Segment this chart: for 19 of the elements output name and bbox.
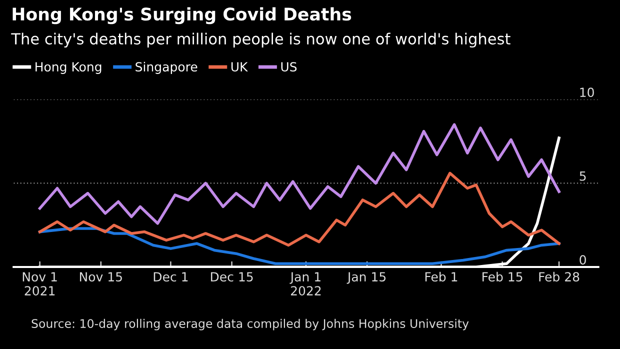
x-tick-label: Jan 15 [346,272,386,284]
legend-label: Hong Kong [36,62,102,74]
x-tick-label: Feb 1 [425,272,458,282]
y-tick-label: 0 [580,255,586,265]
source-note: Source: 10-day rolling average data compiled by Johns Hopkins University [32,318,469,330]
legend-label: US [281,62,297,72]
chart-subtitle: The city's deaths per million people is now one of world's highest [11,32,510,48]
y-tick-label: 5 [580,172,586,181]
x-tick-label: Nov 15 [80,272,122,282]
legend-label: UK [231,62,248,72]
x-tick-label: Dec 1 [154,272,188,282]
x-tick-label: Feb 28 [539,272,580,282]
x-tick-label: Dec 15 [210,272,253,282]
legend-label: Singapore [136,62,198,74]
y-tick-label: 10 [580,88,594,98]
chart-title: Hong Kong's Surging Covid Deaths [12,7,352,24]
x-tick-label: Feb 15 [482,272,522,282]
x-tick-label: Nov 1 2021 [22,272,57,296]
x-tick-label: Jan 1 2022 [290,272,321,296]
